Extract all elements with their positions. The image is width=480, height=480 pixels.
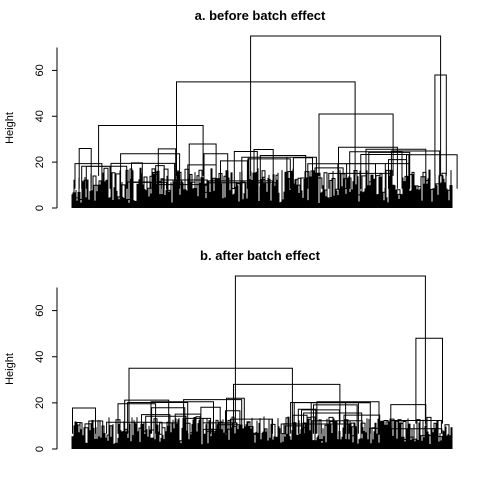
panel-a-y-tick-label: 20 xyxy=(34,156,46,168)
panel-a-y-tick-label: 40 xyxy=(34,110,46,122)
panel-a-title: a. before batch effect xyxy=(195,8,326,23)
panel-a-merge-link xyxy=(250,35,442,176)
panel-a-y-tick-label: 0 xyxy=(34,205,46,211)
panel-a-merge-link xyxy=(98,124,204,176)
panel-b-y-axis: 0 20 40 60 xyxy=(34,287,58,452)
panel-b-y-tick-label: 20 xyxy=(34,397,46,409)
panel-a-leaf-band xyxy=(71,143,458,208)
panel-b-y-tick-label: 60 xyxy=(34,304,46,316)
panel-before-batch-effect: a. before batch effect Height 0 20 40 60 xyxy=(4,8,458,211)
panel-b-leaf-band xyxy=(71,397,453,449)
panel-a-y-axis: 0 20 40 60 xyxy=(34,47,58,211)
panel-after-batch-effect: b. after batch effect Height 0 20 40 60 xyxy=(4,248,453,452)
panel-a-y-tick-label: 60 xyxy=(34,64,46,76)
panel-b-merge-link xyxy=(233,383,341,424)
panel-b-merge-link xyxy=(234,275,426,424)
panel-b-y-tick-label: 0 xyxy=(34,446,46,452)
panel-b-title: b. after batch effect xyxy=(200,248,321,263)
panel-a-merge-link xyxy=(318,113,394,176)
panel-b-merge-link xyxy=(128,367,293,424)
panel-a-merge-link xyxy=(176,81,356,176)
panel-b-y-axis-label: Height xyxy=(4,353,16,385)
panel-b-dendrogram xyxy=(71,275,453,449)
panel-b-y-tick-label: 40 xyxy=(34,351,46,363)
panel-b-merge-link xyxy=(415,337,443,424)
panel-a-merge-link xyxy=(434,74,447,176)
panel-a-y-axis-label: Height xyxy=(4,112,16,144)
panel-a-dendrogram xyxy=(71,35,458,208)
